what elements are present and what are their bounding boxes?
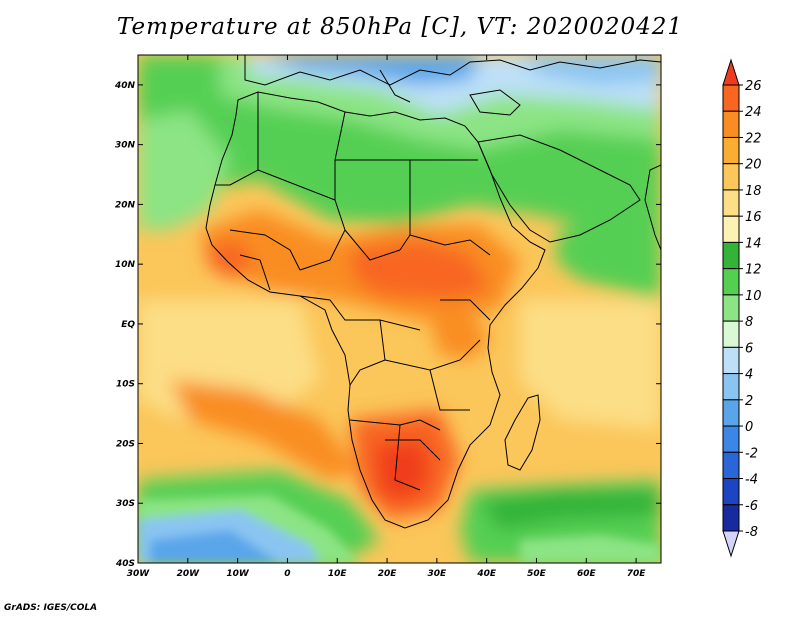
colorbar-label: 18: [745, 184, 762, 199]
colorbar-label: 8: [745, 315, 753, 330]
x-tick-label: 60E: [577, 569, 597, 579]
colorbar-label: 26: [745, 79, 762, 94]
colorbar-box: [722, 136, 740, 165]
x-tick-label: 10E: [328, 569, 348, 579]
coastlines: [205, 55, 661, 529]
temperature-field: [138, 55, 661, 563]
colorbar-box: [722, 346, 740, 375]
colorbar-box: [722, 425, 740, 453]
y-tick-label: 30S: [116, 499, 135, 509]
y-tick-label: 20N: [115, 200, 136, 210]
colorbar-label: -8: [745, 525, 758, 540]
y-tick-label: 10S: [116, 380, 135, 390]
y-axis: 40S 30S 20S 10S EQ 10N 20N 30N 40N: [114, 81, 661, 569]
colorbar-box: [722, 399, 740, 427]
colorbar-label: 12: [745, 263, 762, 278]
colorbar-top-arrow: [722, 58, 740, 86]
y-tick-label: 40S: [115, 559, 135, 569]
x-tick-label: 20W: [177, 569, 201, 579]
colorbar-label: 16: [745, 210, 762, 225]
colorbar-box: [722, 268, 740, 296]
plot-frame: [137, 54, 662, 564]
colorbar-box: [722, 189, 740, 217]
x-tick-label: 70E: [627, 569, 647, 579]
credit-label: GrADS: IGES/COLA: [4, 603, 98, 613]
colorbar-label: 10: [745, 289, 762, 304]
x-tick-label: 50E: [527, 569, 547, 579]
y-tick-label: 10N: [115, 260, 136, 270]
colorbar-label: 0: [745, 420, 753, 435]
x-tick-label: 20E: [378, 569, 398, 579]
colorbar-label: 6: [745, 341, 753, 356]
y-tick-label: EQ: [121, 320, 135, 330]
x-axis: 30W 20W 10W 0 10E 20E 30E 40E 50E 60E 70E: [127, 55, 647, 579]
y-tick-label: 20S: [116, 439, 135, 449]
colorbar-label: 20: [745, 158, 762, 173]
colorbar-box: [722, 163, 740, 191]
map-title: Temperature at 850hPa [C], VT: 202002042…: [116, 14, 684, 40]
colorbar-label: -6: [745, 499, 758, 514]
colorbar-bottom-arrow: [722, 530, 740, 558]
colorbar-box: [722, 241, 740, 270]
colorbar-label: 14: [745, 236, 762, 251]
x-tick-label: 10W: [226, 569, 250, 579]
colorbar-label: 24: [745, 105, 762, 120]
x-tick-label: 0: [284, 569, 290, 579]
colorbar-label: 4: [745, 368, 753, 383]
y-tick-label: 30N: [115, 141, 136, 151]
colorbar-label: -4: [745, 473, 758, 488]
colorbar-box: [722, 504, 740, 532]
colorbar-box: [722, 478, 740, 506]
colorbar-box: [722, 320, 740, 348]
colorbar-label: 2: [745, 394, 753, 409]
colorbar-box: [722, 373, 740, 401]
colorbar-box: [722, 294, 740, 322]
x-tick-label: 30E: [428, 569, 448, 579]
colorbar-box: [722, 84, 740, 112]
colorbar-box: [722, 215, 740, 243]
colorbar-label: 22: [745, 131, 762, 146]
x-tick-label: 40E: [476, 569, 497, 579]
colorbar-label: -2: [745, 446, 758, 461]
x-tick-label: 30W: [127, 569, 151, 579]
y-tick-label: 40N: [114, 81, 136, 91]
colorbar-box: [722, 110, 740, 138]
colorbar-box: [722, 451, 740, 480]
